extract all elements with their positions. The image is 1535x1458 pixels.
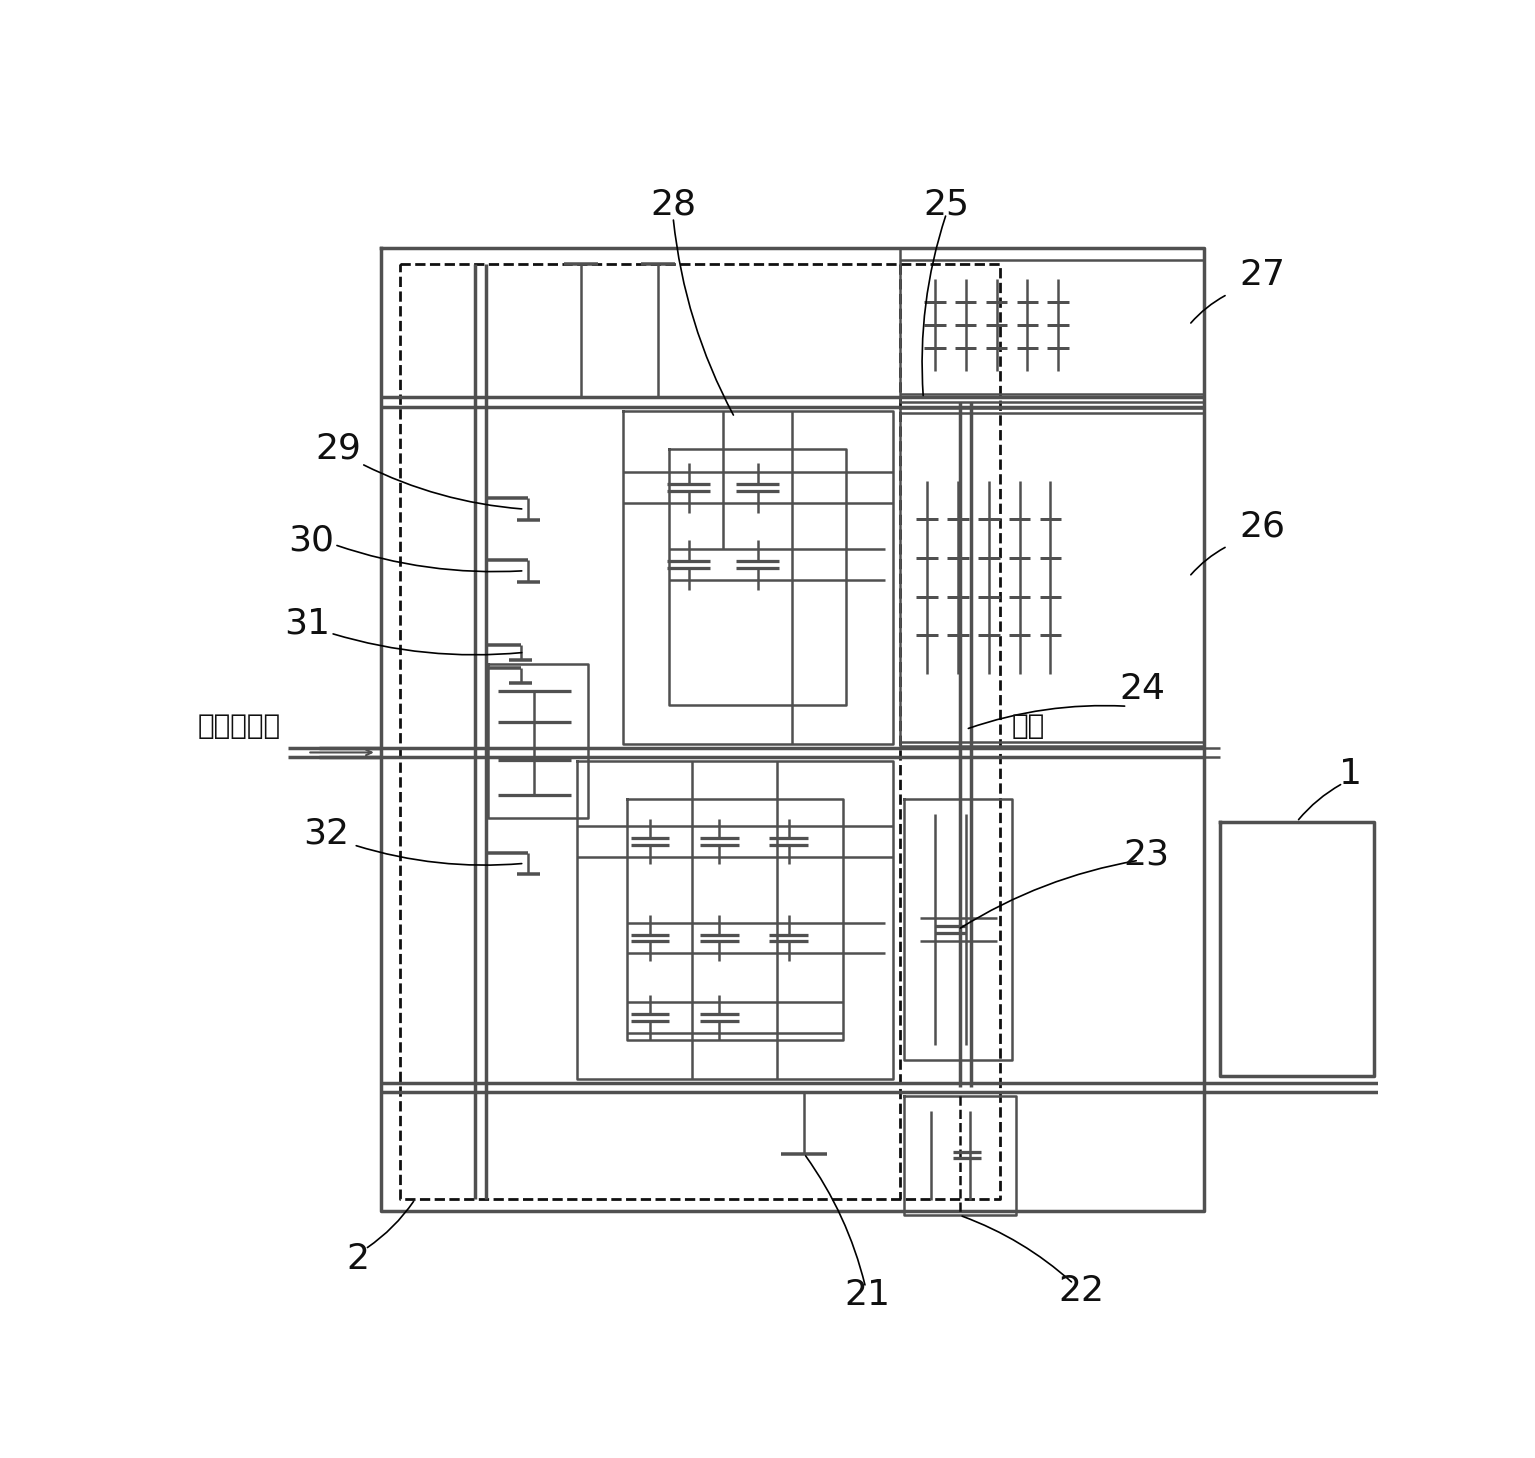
Text: 30: 30 — [289, 523, 335, 558]
Text: 27: 27 — [1239, 258, 1285, 292]
Text: 25: 25 — [924, 187, 970, 222]
Text: 24: 24 — [1121, 672, 1165, 706]
Text: 1: 1 — [1339, 757, 1362, 792]
Text: 29: 29 — [315, 432, 361, 465]
Text: 2: 2 — [345, 1242, 368, 1276]
Text: 28: 28 — [649, 187, 697, 222]
Text: 23: 23 — [1124, 837, 1170, 870]
Text: 26: 26 — [1239, 510, 1285, 544]
Text: 22: 22 — [1058, 1274, 1104, 1308]
Text: 输出: 输出 — [1012, 712, 1045, 739]
Text: 31: 31 — [284, 607, 330, 640]
Text: 21: 21 — [844, 1279, 890, 1312]
Text: 32: 32 — [304, 816, 350, 850]
Text: 发动机输入: 发动机输入 — [198, 712, 281, 739]
